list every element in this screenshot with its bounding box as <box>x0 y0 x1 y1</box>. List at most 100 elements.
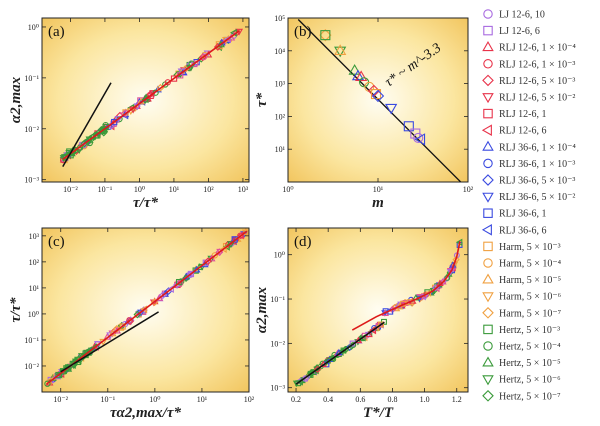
data-point <box>219 245 227 253</box>
fit-line <box>297 19 462 182</box>
data-point <box>370 89 382 100</box>
y-tick-label: 10⁻¹ <box>24 336 39 345</box>
legend-marker <box>483 158 493 169</box>
x-tick-label: 10⁻¹ <box>100 395 115 404</box>
legend-item: Hertz, 5 × 10⁻⁶ <box>482 375 561 386</box>
legend-item: Hertz, 5 × 10⁻⁷ <box>482 389 561 402</box>
x-axis-label: τα2,max/τ* <box>110 405 181 421</box>
data-point <box>147 92 154 100</box>
x-tick-label: 0.4 <box>323 395 333 404</box>
legend-item: Harm, 5 × 10⁻³ <box>483 241 561 253</box>
x-tick-label: 10¹ <box>373 185 384 194</box>
legend-item: RLJ 12-6, 5 × 10⁻³ <box>482 74 575 87</box>
legend-marker <box>482 140 494 151</box>
y-tick-label: 10⁻² <box>24 362 39 371</box>
legend-label: Harm, 5 × 10⁻⁵ <box>499 275 561 286</box>
legend-marker <box>482 273 494 284</box>
legend-marker <box>482 74 494 87</box>
data-point <box>355 70 368 82</box>
legend-item: RLJ 36-6, 1 × 10⁻⁴ <box>482 140 576 153</box>
fit-line-black <box>62 82 112 168</box>
legend-label: RLJ 36-6, 1 × 10⁻⁴ <box>499 142 576 153</box>
legend-item: RLJ 12-6, 1 <box>483 108 547 120</box>
data-point <box>334 46 347 58</box>
legend-marker <box>483 108 493 119</box>
legend-label: Harm, 5 × 10⁻⁶ <box>499 292 562 303</box>
panel-label: (a) <box>48 24 65 40</box>
legend-label: Harm, 5 × 10⁻⁷ <box>499 308 562 319</box>
x-tick-label: 0.6 <box>355 395 365 404</box>
legend-item: Harm, 5 × 10⁻⁶ <box>482 292 562 303</box>
x-tick-label: 10⁻¹ <box>98 185 113 194</box>
data-point <box>164 79 171 86</box>
x-tick-label: 1.2 <box>452 395 462 404</box>
data-point <box>211 252 218 259</box>
data-point <box>111 118 118 126</box>
legend-label: RLJ 12-6, 1 × 10⁻³ <box>499 59 575 70</box>
legend-item: Hertz, 5 × 10⁻³ <box>483 324 560 336</box>
legend-item: LJ 12-6, 6 <box>483 25 540 37</box>
x-axis-label: T*/T <box>363 405 394 421</box>
panel-label: (c) <box>48 234 65 250</box>
legend-marker <box>483 9 493 19</box>
legend-label: RLJ 36-6, 1 <box>499 209 547 220</box>
data-point <box>403 121 414 132</box>
legend-label: RLJ 12-6, 5 × 10⁻² <box>499 93 575 104</box>
data-point <box>334 44 347 55</box>
y-tick-label: 10⁵ <box>274 14 285 23</box>
data-point <box>414 133 426 146</box>
legend-marker <box>483 258 493 268</box>
y-tick-label: 10³ <box>275 80 286 89</box>
legend-label: Hertz, 5 × 10⁻³ <box>499 325 560 336</box>
data-point <box>348 64 361 75</box>
legend-label: RLJ 36-6, 5 × 10⁻³ <box>499 176 575 187</box>
data-point <box>141 95 150 104</box>
legend-marker <box>482 375 494 386</box>
legend-marker <box>481 124 492 136</box>
legend-marker <box>482 192 494 203</box>
x-tick-label: 1.0 <box>420 395 430 404</box>
legend-marker <box>482 93 494 104</box>
x-tick-label: 10¹ <box>197 395 208 404</box>
legend-label: LJ 12-6, 10 <box>499 10 545 21</box>
x-axis-label: τ/τ* <box>133 195 158 211</box>
data-point <box>140 305 148 314</box>
y-tick-label: 10² <box>29 258 40 267</box>
y-tick-label: 10⁻³ <box>24 176 39 185</box>
legend-label: RLJ 36-6, 6 <box>499 225 547 236</box>
data-layer <box>59 28 244 168</box>
data-layer <box>44 228 249 387</box>
legend-marker <box>483 341 493 351</box>
legend-item: LJ 12-6, 10 <box>483 9 545 21</box>
legend-item: RLJ 36-6, 1 <box>483 208 547 220</box>
legend-item: RLJ 36-6, 5 × 10⁻² <box>482 192 575 203</box>
legend-marker <box>482 174 494 186</box>
legend-label: LJ 12-6, 6 <box>499 26 540 37</box>
legend-item: RLJ 12-6, 6 <box>481 124 547 137</box>
data-point <box>351 69 365 81</box>
legend-marker <box>481 224 492 236</box>
fit-line-black <box>295 321 385 385</box>
data-point <box>413 132 424 144</box>
data-point <box>213 43 222 51</box>
panel-1: 10⁻² 10⁻¹ 10⁰ 10¹ 10² 10³ 10⁻³ 10⁻² 10⁻¹ 10⁰ (a) τ/… <box>8 17 250 211</box>
legend-item: RLJ 12-6, 5 × 10⁻² <box>482 93 575 104</box>
legend-marker <box>483 208 493 218</box>
data-point <box>126 317 135 326</box>
y-tick-label: 10⁻² <box>270 339 285 348</box>
data-point <box>371 89 385 103</box>
legend-marker <box>482 292 494 303</box>
data-point <box>170 75 178 82</box>
legend-label: RLJ 36-6, 5 × 10⁻² <box>499 192 575 203</box>
y-tick-label: 10⁻¹ <box>270 295 285 304</box>
x-tick-label: 10¹ <box>169 185 180 194</box>
data-point <box>207 254 216 262</box>
y-tick-label: 10⁰ <box>28 23 39 32</box>
legend-item: Harm, 5 × 10⁻⁵ <box>482 273 561 286</box>
data-point <box>119 323 126 330</box>
y-axis-label: τ/τ* <box>8 297 24 322</box>
data-point <box>319 28 332 42</box>
legend-item: Hertz, 5 × 10⁻⁴ <box>483 341 561 353</box>
x-tick-label: 10⁰ <box>149 395 160 404</box>
